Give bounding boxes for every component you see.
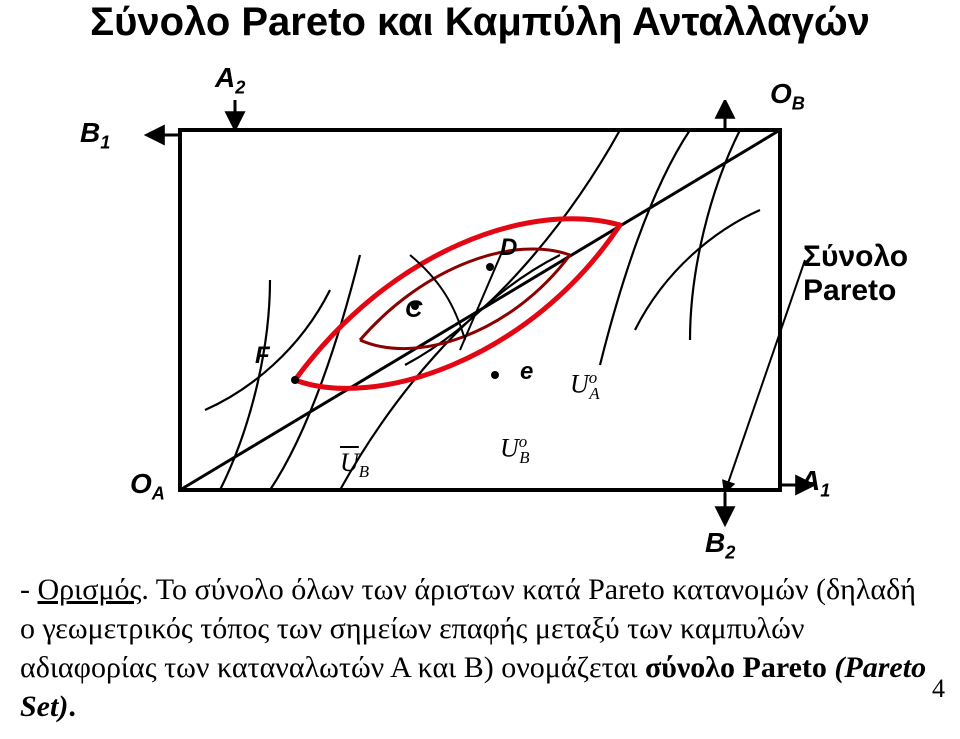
label-A2: A2	[215, 62, 245, 99]
label-OA: OA	[130, 468, 165, 505]
slide-title: Σύνολο Pareto και Καμπύλη Ανταλλαγών	[0, 0, 960, 45]
edgeworth-diagram	[60, 100, 900, 560]
label-C: C	[405, 296, 422, 324]
label-D: D	[500, 234, 517, 262]
label-B1: B1	[80, 117, 110, 154]
label-pareto-set: Σύνολο Pareto	[803, 240, 960, 308]
label-OB: OB	[770, 78, 805, 115]
label-UBo: UoB	[500, 432, 530, 468]
label-A1: A1	[800, 465, 830, 502]
page-number: 4	[932, 674, 945, 704]
label-e: e	[520, 358, 533, 386]
label-B2: B2	[705, 527, 735, 564]
label-UBbar: UB	[340, 448, 369, 482]
definition-text: - Ορισμός. Το σύνολο όλων των άριστων κα…	[20, 570, 930, 726]
label-UAo: UoA	[570, 368, 600, 404]
label-F: F	[255, 342, 270, 370]
